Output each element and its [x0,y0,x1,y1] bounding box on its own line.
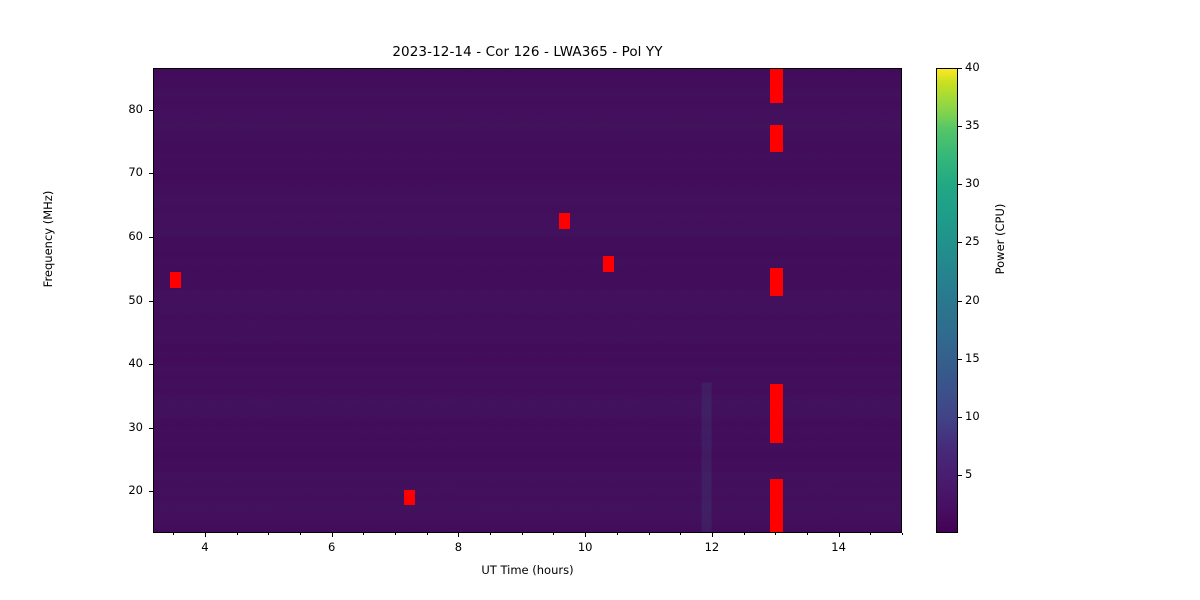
rfi-flag-block [403,489,416,506]
x-tick-minor-mark [268,533,270,535]
colorbar-tick-label: 25 [965,234,980,249]
y-tick-label: 50 [128,292,143,307]
x-tick-minor-mark [236,533,238,535]
rfi-flag-block [558,212,571,230]
x-tick-mark [331,533,333,537]
x-tick-minor-mark [300,533,301,535]
rfi-flag-block [769,479,783,532]
y-tick-mark [149,427,153,429]
y-axis-label: Frequency (MHz) [41,190,55,288]
rfi-flag-block [769,124,783,153]
x-axis-label: UT Time (hours) [481,563,574,577]
x-tick-minor-mark [521,533,523,535]
x-tick-mark [585,533,587,537]
colorbar-tick-label: 35 [965,118,980,133]
y-tick-label: 20 [128,483,143,498]
colorbar-label: Power (CPU) [993,203,1007,275]
page-title: 2023-12-14 - Cor 126 - LWA365 - Pol YY [392,44,663,60]
x-tick-mark [458,533,460,537]
x-tick-minor-mark [553,533,555,535]
colorbar-tick-mark [958,242,962,244]
rfi-flag-block [169,271,182,289]
y-tick-label: 30 [128,419,143,434]
y-tick-label: 80 [128,101,143,116]
colorbar-tick-mark [958,184,962,186]
x-tick-label: 14 [831,540,846,554]
y-tick-mark [149,236,153,238]
x-tick-label: 10 [577,540,593,554]
x-tick-minor-mark [490,533,492,535]
x-tick-minor-mark [680,533,682,535]
x-tick-minor-mark [363,533,365,535]
x-tick-minor-mark [648,533,650,535]
colorbar-tick-label: 15 [965,350,980,365]
y-tick-label: 40 [128,356,143,371]
x-tick-minor-mark [775,533,777,535]
y-tick-label: 60 [128,228,143,243]
x-tick-label: 12 [704,540,720,554]
x-tick-mark [204,533,206,537]
colorbar-tick-mark [958,416,962,418]
y-tick-mark [149,491,153,493]
colorbar-tick-label: 5 [965,466,973,481]
colorbar-tick-mark [958,126,962,128]
x-tick-minor-mark [870,533,872,535]
heatmap-plot-area [153,68,902,533]
colorbar-tick-mark [958,300,962,302]
colorbar-tick-mark [958,474,962,476]
y-tick-mark [149,300,153,302]
rfi-flag-block [769,268,783,297]
x-tick-minor-mark [902,533,903,535]
colorbar-tick-mark [958,358,962,360]
colorbar-tick-label: 40 [965,60,980,74]
colorbar-tick-mark [958,68,962,69]
x-tick-label: 6 [328,540,336,554]
x-tick-minor-mark [173,533,175,535]
x-tick-minor-mark [616,533,618,535]
colorbar-tick-label: 30 [965,176,980,191]
x-tick-label: 4 [201,540,209,554]
x-tick-minor-mark [743,533,745,535]
y-tick-mark [149,109,153,111]
x-tick-mark [838,533,840,537]
colorbar-tick-label: 10 [965,408,980,423]
x-tick-mark [711,533,713,537]
x-tick-minor-mark [426,533,428,535]
colorbar [936,68,958,533]
x-tick-label: 8 [454,540,463,554]
rfi-flag-block [602,255,615,272]
y-tick-mark [149,173,153,175]
colorbar-tick-label: 20 [965,292,980,307]
rfi-flag-layer [154,69,901,532]
rfi-flag-block [769,69,783,104]
y-tick-label: 70 [128,165,143,180]
y-tick-mark [149,364,153,366]
x-tick-minor-mark [806,533,808,535]
x-tick-minor-mark [395,533,397,535]
rfi-flag-block [769,384,783,443]
